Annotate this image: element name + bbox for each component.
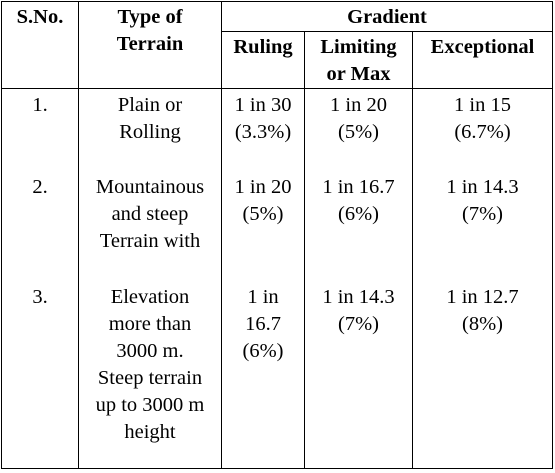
table-row: 1. Plain or Rolling 1 in 30 (3.3%) 1 in … bbox=[1, 88, 553, 171]
header-exceptional: Exceptional bbox=[412, 31, 553, 89]
cell-exceptional: 1 in 15 (6.7%) bbox=[412, 88, 553, 171]
cell-limiting: 1 in 20 (5%) bbox=[304, 88, 413, 171]
cell-ruling: 1 in 30 (3.3%) bbox=[221, 88, 305, 171]
cell-sno: 2. bbox=[1, 171, 79, 281]
cell-terrain: Elevation more than 3000 m. Steep terrai… bbox=[78, 281, 222, 469]
cell-ruling: 1 in 16.7 (6%) bbox=[221, 281, 305, 469]
header-limiting: Limiting or Max bbox=[304, 31, 413, 89]
cell-terrain: Plain or Rolling bbox=[78, 88, 222, 171]
cell-exceptional: 1 in 12.7 (8%) bbox=[412, 281, 553, 469]
header-terrain-type: Type of Terrain bbox=[78, 1, 222, 89]
cell-ruling: 1 in 20 (5%) bbox=[221, 171, 305, 281]
cell-exceptional: 1 in 14.3 (7%) bbox=[412, 171, 553, 281]
table-row: 3. Elevation more than 3000 m. Steep ter… bbox=[1, 281, 553, 469]
header-ruling: Ruling bbox=[221, 31, 305, 89]
cell-limiting: 1 in 16.7 (6%) bbox=[304, 171, 413, 281]
cell-sno: 3. bbox=[1, 281, 79, 469]
header-gradient: Gradient bbox=[221, 1, 553, 32]
cell-limiting: 1 in 14.3 (7%) bbox=[304, 281, 413, 469]
table-row: 2. Mountainous and steep Terrain with 1 … bbox=[1, 171, 553, 281]
header-sno: S.No. bbox=[1, 1, 79, 89]
cell-terrain: Mountainous and steep Terrain with bbox=[78, 171, 222, 281]
cell-sno: 1. bbox=[1, 88, 79, 171]
